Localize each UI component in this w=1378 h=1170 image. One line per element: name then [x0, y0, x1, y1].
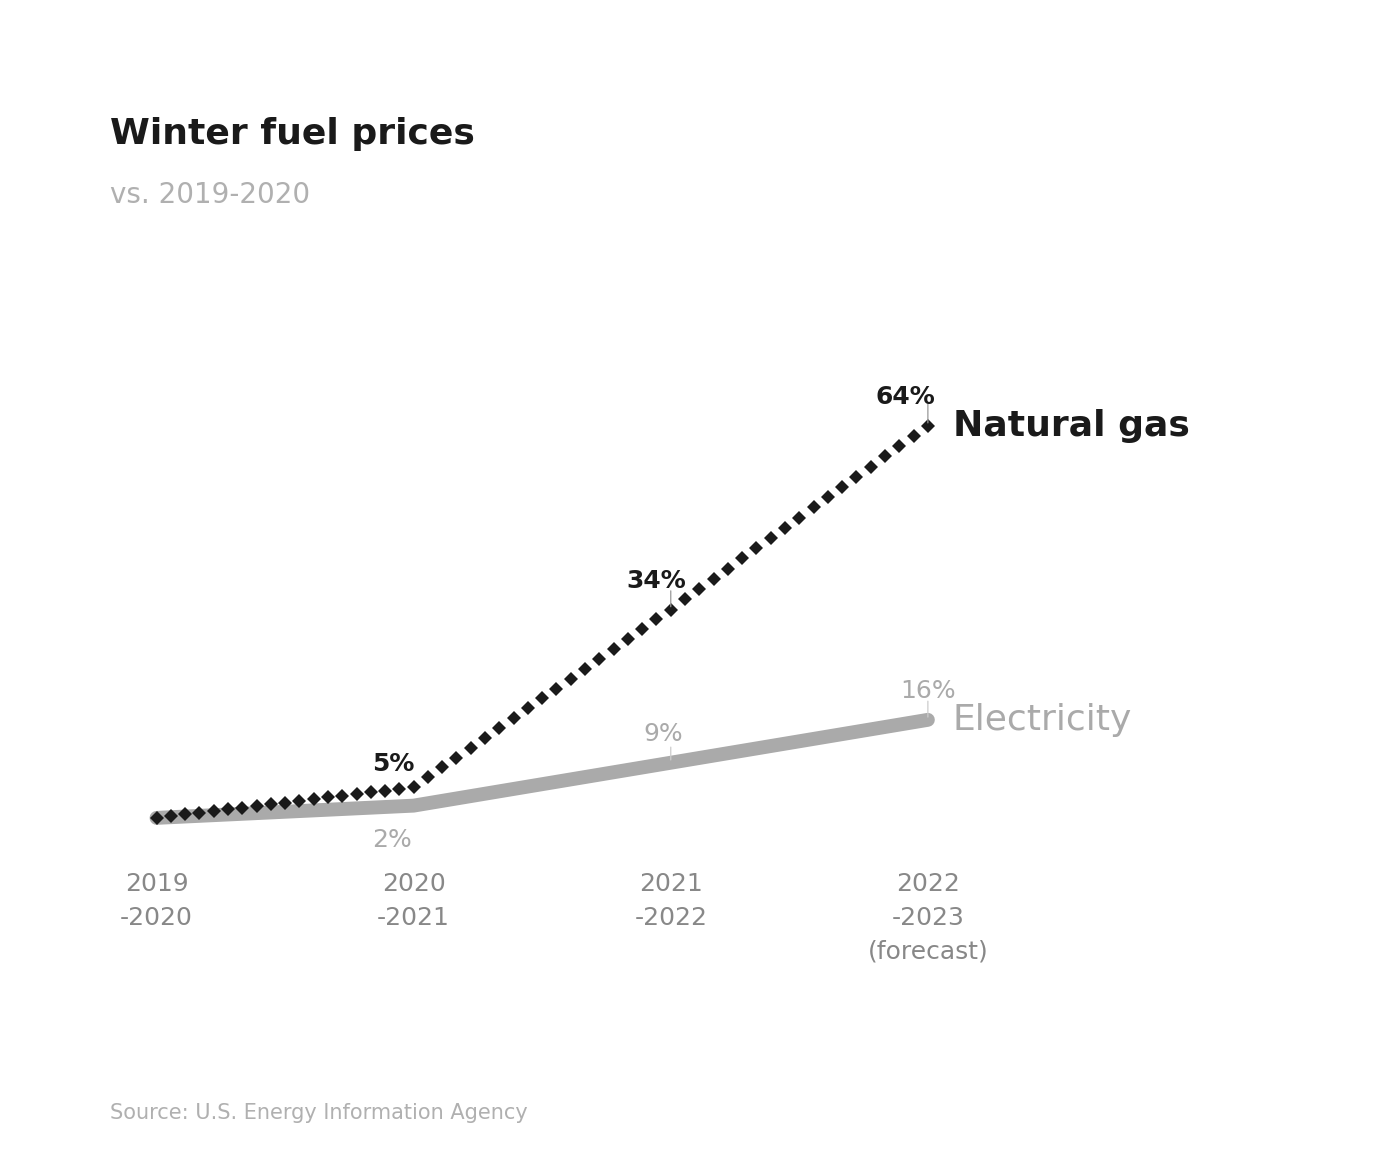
Text: 5%: 5%: [372, 752, 415, 776]
Text: 9%: 9%: [644, 722, 682, 746]
Text: Winter fuel prices: Winter fuel prices: [110, 117, 475, 151]
Text: 2%: 2%: [372, 828, 412, 852]
Text: Electricity: Electricity: [952, 703, 1133, 737]
Text: 16%: 16%: [900, 679, 956, 703]
Text: 34%: 34%: [627, 569, 686, 593]
Text: vs. 2019-2020: vs. 2019-2020: [110, 181, 310, 209]
Text: Source: U.S. Energy Information Agency: Source: U.S. Energy Information Agency: [110, 1103, 528, 1123]
Text: Natural gas: Natural gas: [952, 408, 1189, 442]
Text: 64%: 64%: [876, 385, 936, 409]
